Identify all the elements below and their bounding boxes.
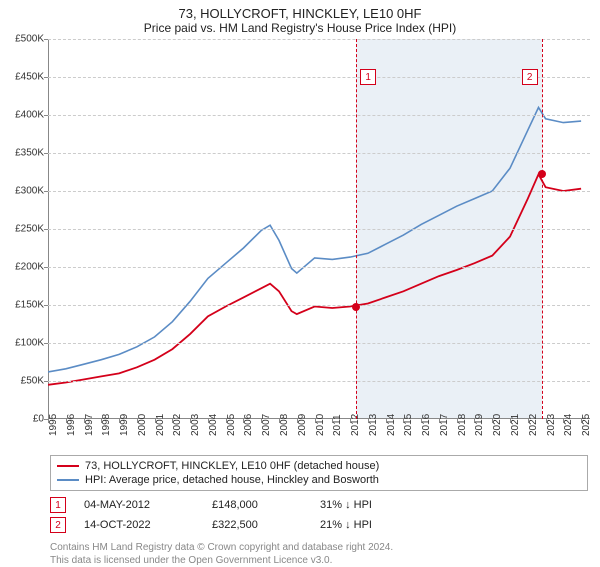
x-tick-label: 2008 [279,414,290,436]
legend-item: 73, HOLLYCROFT, HINCKLEY, LE10 0HF (deta… [57,459,581,473]
legend: 73, HOLLYCROFT, HINCKLEY, LE10 0HF (deta… [50,455,588,491]
gridline [48,343,590,344]
y-tick-label: £300K [2,186,44,197]
x-tick-label: 2009 [297,414,308,436]
x-tick-label: 2006 [243,414,254,436]
legend-item: HPI: Average price, detached house, Hinc… [57,473,581,487]
x-tick-label: 1998 [101,414,112,436]
marker-badge: 1 [360,69,376,85]
marker-line [356,39,357,419]
transaction-date: 14-OCT-2022 [84,519,194,531]
transaction-delta: 21% ↓ HPI [320,519,372,531]
x-tick-label: 2021 [510,414,521,436]
legend-swatch [57,465,79,467]
transaction-marker: 2 [50,517,66,533]
gridline [48,77,590,78]
y-tick-label: £450K [2,72,44,83]
gridline [48,115,590,116]
x-tick-label: 2015 [403,414,414,436]
transaction-delta: 31% ↓ HPI [320,499,372,511]
y-tick-label: £150K [2,300,44,311]
series-price_paid [48,174,581,384]
x-tick-label: 2023 [546,414,557,436]
x-tick-label: 2005 [226,414,237,436]
x-tick-label: 2007 [261,414,272,436]
x-tick-label: 2004 [208,414,219,436]
x-tick-label: 2022 [528,414,539,436]
gridline [48,229,590,230]
y-tick-label: £400K [2,110,44,121]
y-tick-label: £100K [2,338,44,349]
x-tick-label: 2010 [315,414,326,436]
x-tick-label: 2025 [581,414,592,436]
transaction-price: £322,500 [212,519,302,531]
transaction-row: 1 04-MAY-2012 £148,000 31% ↓ HPI [50,495,588,515]
x-tick-label: 2011 [332,414,343,436]
footer-line: Contains HM Land Registry data © Crown c… [50,541,588,554]
x-tick-label: 2003 [190,414,201,436]
chart-area: £0£50K£100K£150K£200K£250K£300K£350K£400… [48,39,590,419]
x-tick-label: 2013 [368,414,379,436]
gridline [48,191,590,192]
x-tick-label: 2002 [172,414,183,436]
y-tick-label: £350K [2,148,44,159]
x-tick-label: 2020 [492,414,503,436]
x-tick-label: 1995 [48,414,59,436]
y-tick-label: £250K [2,224,44,235]
transaction-price: £148,000 [212,499,302,511]
transactions-table: 1 04-MAY-2012 £148,000 31% ↓ HPI 2 14-OCT-202… [50,495,588,535]
x-tick-label: 2019 [474,414,485,436]
x-tick-label: 2017 [439,414,450,436]
x-tick-label: 2000 [137,414,148,436]
series-hpi [48,107,581,372]
x-tick-label: 2018 [457,414,468,436]
gridline [48,153,590,154]
legend-label: HPI: Average price, detached house, Hinc… [85,474,379,486]
x-tick-label: 1999 [119,414,130,436]
transaction-marker: 1 [50,497,66,513]
footer-line: This data is licensed under the Open Gov… [50,554,588,567]
transaction-date: 04-MAY-2012 [84,499,194,511]
chart-title: 73, HOLLYCROFT, HINCKLEY, LE10 0HF [0,0,600,21]
chart-subtitle: Price paid vs. HM Land Registry's House … [0,21,600,39]
marker-line [542,39,543,419]
y-tick-label: £500K [2,34,44,45]
footer-attribution: Contains HM Land Registry data © Crown c… [50,541,588,567]
y-tick-label: £50K [2,376,44,387]
transaction-row: 2 14-OCT-2022 £322,500 21% ↓ HPI [50,515,588,535]
gridline [48,267,590,268]
y-tick-label: £0 [2,414,44,425]
marker-dot [352,303,360,311]
legend-label: 73, HOLLYCROFT, HINCKLEY, LE10 0HF (deta… [85,460,379,472]
x-tick-label: 2016 [421,414,432,436]
x-tick-label: 1997 [84,414,95,436]
legend-swatch [57,479,79,481]
marker-badge: 2 [522,69,538,85]
x-tick-label: 2014 [386,414,397,436]
marker-dot [538,170,546,178]
x-tick-label: 1996 [66,414,77,436]
x-tick-label: 2024 [563,414,574,436]
gridline [48,305,590,306]
y-tick-label: £200K [2,262,44,273]
gridline [48,381,590,382]
x-tick-label: 2001 [155,414,166,436]
gridline [48,39,590,40]
